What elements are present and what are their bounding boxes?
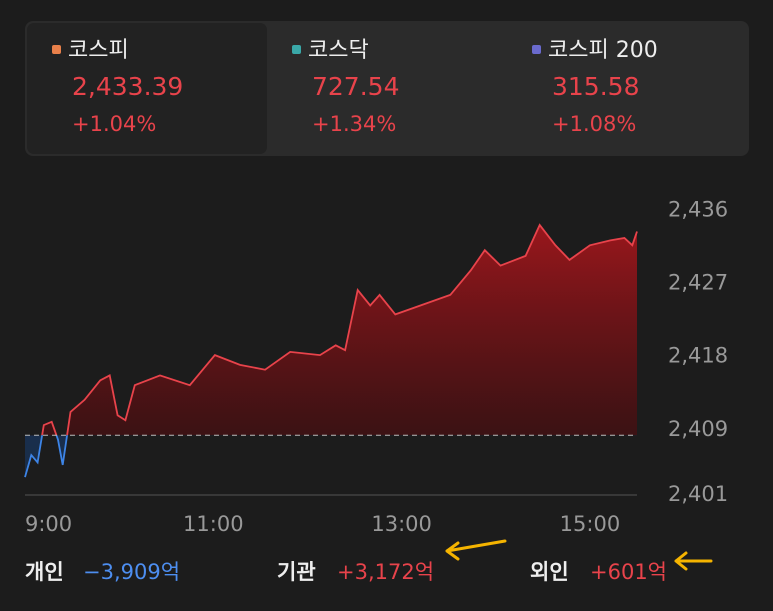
investor-name: 외인 — [530, 560, 569, 584]
tab-dot — [532, 45, 541, 54]
x-tick-label: 11:00 — [183, 512, 244, 536]
area-above — [25, 225, 637, 436]
tab-price: 2,433.39 — [72, 72, 183, 101]
x-tick-label: 9:00 — [25, 512, 72, 536]
y-tick-label: 2,436 — [668, 197, 728, 221]
tab-price: 727.54 — [312, 72, 399, 101]
investor-name: 개인 — [25, 560, 64, 584]
tab-change: +1.34% — [312, 112, 396, 136]
tab-dot — [292, 45, 301, 54]
tab-change: +1.04% — [72, 112, 156, 136]
x-tick-label: 13:00 — [371, 512, 432, 536]
selected-tab — [27, 23, 267, 154]
x-tick-label: 15:00 — [560, 512, 621, 536]
investor-amount: +3,172억 — [337, 560, 434, 584]
investor-amount: −3,909억 — [83, 560, 180, 584]
tab-name: 코스피 — [68, 38, 129, 63]
investor-amount: +601억 — [590, 560, 667, 584]
arrow — [674, 551, 713, 571]
y-tick-label: 2,401 — [668, 482, 728, 506]
tab-dot — [52, 45, 61, 54]
area-below — [25, 435, 68, 478]
tab-name: 코스닥 — [308, 38, 369, 63]
tab-price: 315.58 — [552, 72, 639, 101]
tab-name: 코스피 200 — [548, 38, 658, 63]
y-tick-label: 2,409 — [668, 417, 728, 441]
arrow — [445, 539, 507, 561]
investor-name: 기관 — [277, 560, 316, 584]
tab-change: +1.08% — [552, 112, 636, 136]
line-above — [41, 223, 638, 436]
y-tick-label: 2,427 — [668, 271, 728, 295]
y-tick-label: 2,418 — [668, 344, 728, 368]
